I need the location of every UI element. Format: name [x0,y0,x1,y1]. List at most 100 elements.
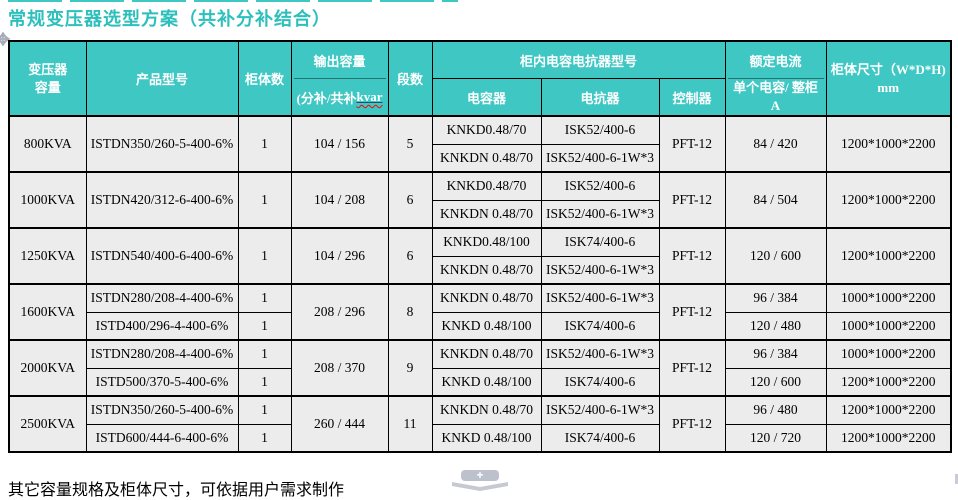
reactor-cell: ISK74/400-6 [540,367,660,397]
table-row: ISTD500/370-5-400-6% 1 KNKD 0.48/100 ISK… [9,367,952,397]
footer-note: 其它容量规格及柜体尺寸，可依据用户需求制作 [8,482,345,499]
expand-widget[interactable]: + [452,469,508,491]
segments-cell: 6 [387,227,433,285]
col-header-cabinet-count: 柜体数 [237,40,292,117]
current-cell: 120 / 720 [724,423,827,453]
cabinet-count-cell: 1 [237,339,292,369]
capacitor-cell: KNKDN 0.48/70 [431,395,542,425]
capacitor-cell: KNKD0.48/100 [431,227,542,257]
expand-plus-icon[interactable]: + [461,469,499,481]
reactor-cell: ISK52/400-6-1W*3 [540,143,660,173]
segments-cell: 5 [387,115,433,173]
segments-cell: 11 [387,395,433,453]
reactor-cell: ISK52/400-6 [540,171,660,201]
capacitor-cell: KNKDN 0.48/70 [431,143,542,173]
col-header-reactor: 电抗器 [540,78,660,117]
model-cell: ISTDN280/208-4-400-6% [85,283,239,313]
output-cell: 208 / 296 [290,283,389,341]
size-cell: 1200*1000*2200 [825,171,952,229]
rated-header-top: 额定电流 [749,53,802,69]
col-header-controller: 控制器 [658,78,726,117]
current-cell: 96 / 384 [724,339,827,369]
model-cell: ISTD500/370-5-400-6% [85,367,239,397]
cabinet-count-cell: 1 [237,423,292,453]
col-header-rated-current: 额定电流 单个电容/ 整柜 A [724,40,827,117]
segments-cell: 8 [387,283,433,341]
table-row: ISTD600/444-6-400-6% 1 KNKD 0.48/100 ISK… [9,423,952,453]
capacitor-cell: KNKD 0.48/100 [431,423,542,453]
cabinet-count-cell: 1 [237,367,292,397]
col-header-capacitor: 电容器 [431,78,542,117]
capacitor-cell: KNKDN 0.48/70 [431,255,542,285]
output-cell: 104 / 296 [290,227,389,285]
capacity-cell: 2000KVA [8,339,87,397]
model-cell: ISTD600/444-6-400-6% [85,423,239,453]
table-row: 2000KVA ISTDN280/208-4-400-6% 1 208 / 37… [8,339,952,397]
capacitor-cell: KNKDN 0.48/70 [431,339,542,369]
current-cell: 120 / 600 [724,367,827,397]
model-cell: ISTD400/296-4-400-6% [85,311,239,341]
table-row: 800KVA ISTDN350/260-5-400-6% 1 104 / 156… [8,115,952,173]
model-cell: ISTDN280/208-4-400-6% [85,339,239,369]
reactor-cell: ISK74/400-6 [540,311,660,341]
capacitor-cell: KNKD 0.48/100 [431,367,542,397]
current-cell: 84 / 504 [724,171,827,229]
size-cell: 1200*1000*2200 [825,395,952,425]
size-cell: 1000*1000*2200 [825,311,952,341]
header-divider [727,78,824,79]
output-header-bottom: (分补/共补 kvar [296,89,383,106]
kvar-unit-misspelling: kvar [356,89,383,104]
table-row: KNKDN 0.48/70 ISK52/400-6-1W*3 [9,255,951,285]
table-row: 1000KVA ISTDN420/312-6-400-6% 1 104 / 20… [8,171,952,229]
reactor-cell: ISK52/400-6 [540,115,660,145]
reactor-cell: ISK74/400-6 [540,227,660,257]
controller-cell: PFT-12 [658,395,726,453]
header-row-1: 变压器 容量 产品型号 柜体数 输出容量 (分补/共补 kvar 段数 柜内电容… [8,40,952,117]
cabinet-count-cell: 1 [237,227,292,285]
reactor-cell: ISK52/400-6-1W*3 [540,255,660,285]
controller-cell: PFT-12 [658,227,726,285]
cabinet-count-cell: 1 [237,395,292,425]
size-cell: 1200*1000*2200 [825,115,952,173]
capacitor-cell: KNKD0.48/70 [431,115,542,145]
chevron-down-icon [452,482,508,491]
col-header-output: 输出容量 (分补/共补 kvar [290,40,389,117]
capacity-cell: 1600KVA [8,283,87,341]
table-row: ISTD400/296-4-400-6% 1 KNKD 0.48/100 ISK… [9,311,952,341]
scrollbar-sliver [955,474,958,484]
current-cell: 96 / 480 [724,395,827,425]
current-cell: 96 / 384 [724,283,827,313]
capacity-cell: 800KVA [8,115,87,173]
size-cell: 1000*1000*2200 [825,339,952,369]
table-row: 1250KVA ISTDN540/400-6-400-6% 1 104 / 29… [8,227,952,285]
cabinet-count-cell: 1 [237,171,292,229]
cabinet-count-cell: 1 [237,283,292,313]
move-handle-icon[interactable] [0,31,12,52]
capacity-cell: 2500KVA [8,395,87,453]
reactor-cell: ISK74/400-6 [540,423,660,453]
cabinet-count-cell: 1 [237,115,292,173]
header-row-2: 电容器 电抗器 控制器 [9,78,951,117]
segments-cell: 6 [387,171,433,229]
output-header-top: 输出容量 [313,53,366,69]
segments-cell: 9 [387,339,433,397]
col-header-capacity: 变压器 容量 [8,40,87,117]
output-cell: 104 / 208 [290,171,389,229]
reactor-cell: ISK52/400-6-1W*3 [540,283,660,313]
output-cell: 260 / 444 [290,395,389,453]
current-cell: 120 / 480 [724,311,827,341]
size-cell: 1200*1000*2200 [825,423,952,453]
cabinet-count-cell: 1 [237,311,292,341]
model-cell: ISTDN350/260-5-400-6% [85,115,239,173]
transformer-spec-table: 变压器 容量 产品型号 柜体数 输出容量 (分补/共补 kvar 段数 柜内电容… [8,40,952,453]
col-header-size: 柜体尺寸（W*D*H) mm [825,40,952,117]
table-row: KNKDN 0.48/70 ISK52/400-6-1W*3 [9,199,951,229]
capacity-cell: 1250KVA [8,227,87,285]
controller-cell: PFT-12 [658,283,726,341]
model-cell: ISTDN350/260-5-400-6% [85,395,239,425]
table-row: 2500KVA ISTDN350/260-5-400-6% 1 260 / 44… [8,395,952,453]
model-cell: ISTDN540/400-6-400-6% [85,227,239,285]
rated-header-bottom: 单个电容/ 整柜 A [733,80,818,113]
controller-cell: PFT-12 [658,171,726,229]
size-cell: 1200*1000*2200 [825,227,952,285]
